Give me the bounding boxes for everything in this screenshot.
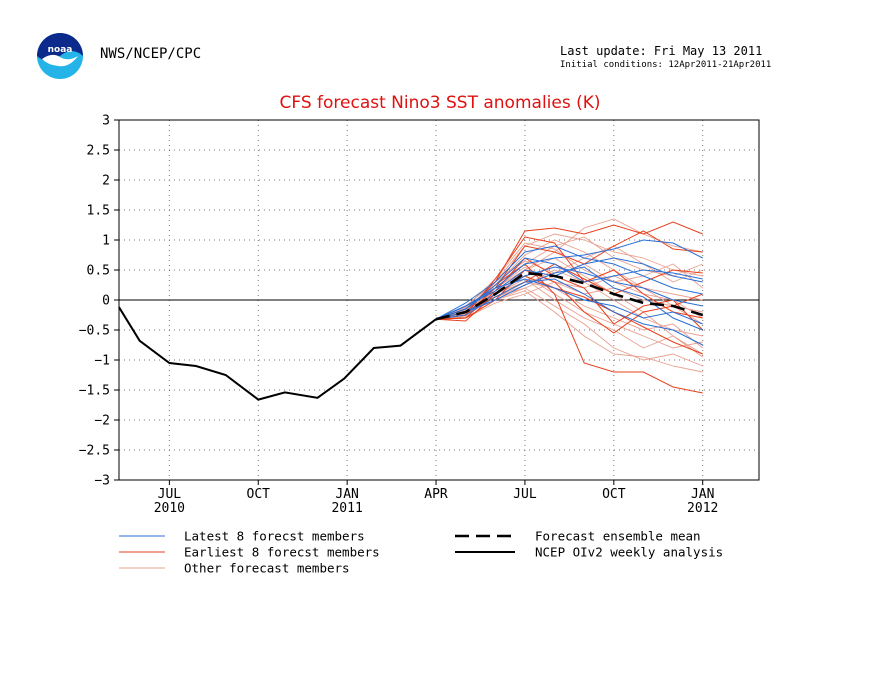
y-tick-label: −2.5 bbox=[79, 444, 110, 459]
y-tick-label: −1 bbox=[94, 354, 110, 369]
y-tick-label: −0.5 bbox=[79, 324, 110, 339]
legend-label: Other forecast members bbox=[184, 561, 350, 576]
ensemble-mean-line bbox=[435, 271, 704, 321]
y-tick-label: 0.5 bbox=[87, 264, 110, 279]
x-tick-label: JUL bbox=[513, 487, 537, 502]
y-tick-label: −3 bbox=[94, 474, 110, 489]
legend-label: NCEP OIv2 weekly analysis bbox=[535, 545, 723, 560]
logo-seagull bbox=[42, 54, 78, 67]
other-member-line bbox=[435, 275, 703, 325]
other-member-line bbox=[435, 278, 703, 355]
last-update-label: Last update: Fri May 13 2011 bbox=[560, 44, 763, 58]
latest-member-line bbox=[435, 245, 703, 320]
x-tick-label: JAN bbox=[335, 487, 358, 502]
initial-conditions-label: Initial conditions: 12Apr2011-21Apr2011 bbox=[560, 60, 772, 70]
x-tick-label: OCT bbox=[602, 487, 626, 502]
y-tick-label: 1 bbox=[102, 234, 110, 249]
other-member-line bbox=[435, 257, 703, 358]
y-tick-label: −2 bbox=[94, 414, 110, 429]
y-tick-label: 2.5 bbox=[87, 144, 110, 159]
organization-label: NWS/NCEP/CPC bbox=[100, 46, 202, 62]
x-tick-label: JUL bbox=[158, 487, 182, 502]
x-tick-label: OCT bbox=[247, 487, 271, 502]
x-tick-year-label: 2011 bbox=[331, 501, 362, 516]
logo-wordmark: noaa bbox=[48, 45, 73, 55]
main-series-layer bbox=[118, 271, 704, 401]
latest-member-line bbox=[435, 266, 703, 331]
chart-title: CFS forecast Nino3 SST anomalies (K) bbox=[279, 93, 600, 113]
y-tick-label: 2 bbox=[102, 174, 110, 189]
grid-layer bbox=[119, 120, 759, 480]
y-tick-label: 1.5 bbox=[87, 204, 110, 219]
noaa-logo: noaa bbox=[37, 33, 83, 79]
y-tick-label: −1.5 bbox=[79, 384, 110, 399]
earliest-member-line bbox=[435, 269, 703, 334]
y-tick-label: 0 bbox=[102, 294, 110, 309]
x-tick-label: APR bbox=[424, 487, 448, 502]
legend-label: Latest 8 forecst members bbox=[184, 529, 365, 544]
other-member-line bbox=[435, 233, 703, 320]
logo-dark-half bbox=[37, 33, 83, 61]
latest-member-line bbox=[435, 278, 703, 325]
x-tick-year-label: 2010 bbox=[154, 501, 185, 516]
y-tick-label: 3 bbox=[102, 114, 110, 129]
analysis-line bbox=[118, 306, 437, 401]
legend-label: Forecast ensemble mean bbox=[535, 529, 701, 544]
axes-layer: 32.521.510.50−0.5−1−1.5−2−2.5−3JUL2010OC… bbox=[79, 114, 760, 516]
earliest-member-line bbox=[435, 275, 703, 355]
legend-label: Earliest 8 forecst members bbox=[184, 545, 380, 560]
x-tick-label: JAN bbox=[691, 487, 714, 502]
x-tick-year-label: 2012 bbox=[687, 501, 718, 516]
